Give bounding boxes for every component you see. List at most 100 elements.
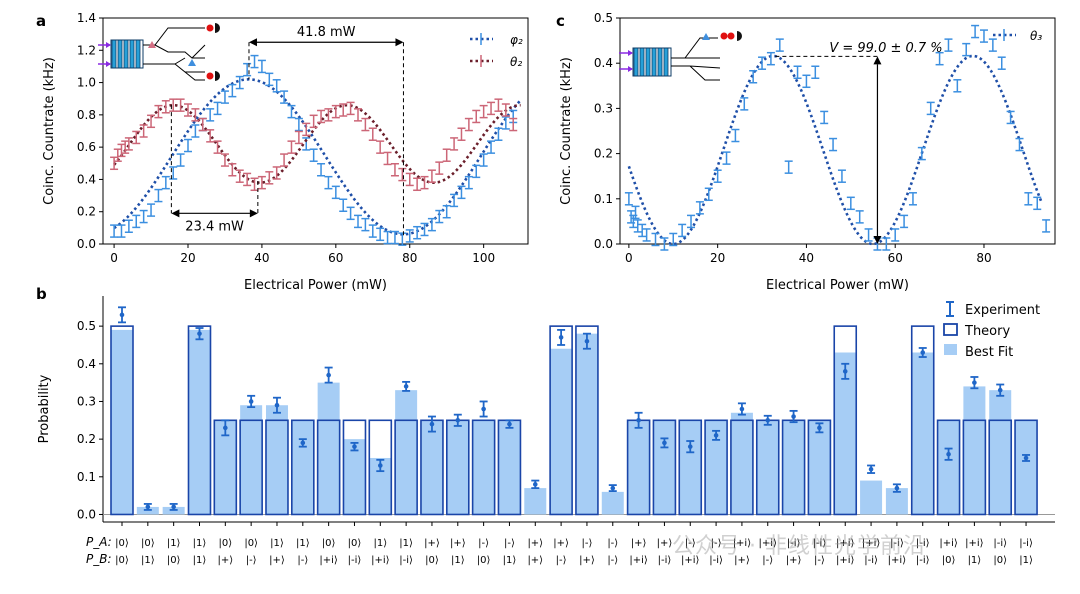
bar-group — [213, 419, 238, 516]
tick-label-pb: |+i⟩ — [888, 555, 907, 566]
data-point — [731, 128, 740, 143]
data-point — [235, 169, 244, 183]
legend-theory-swatch — [943, 323, 958, 336]
data-point — [464, 175, 473, 190]
tick-label-pa: |+i⟩ — [965, 538, 984, 549]
bar-group — [394, 380, 418, 516]
experiment-point — [946, 451, 951, 457]
chip-waveguide — [639, 47, 645, 77]
tick-label-pa: |0⟩ — [218, 538, 232, 549]
panel-c-legend: θ₃ — [993, 29, 1042, 43]
arrow-head — [249, 209, 258, 218]
bar-theory — [1014, 419, 1038, 516]
axes-frame — [102, 17, 529, 245]
tick-label-pa: |-i⟩ — [787, 538, 801, 549]
experiment-point — [223, 425, 228, 431]
data-point — [324, 108, 333, 122]
data-point — [220, 153, 229, 167]
bar-theory — [549, 325, 573, 516]
data-point — [176, 153, 185, 167]
fit-line-φ₂ — [113, 78, 522, 236]
bar-group — [187, 325, 212, 516]
data-point — [331, 104, 340, 119]
bar-best-fit — [627, 420, 650, 515]
laser-arrow — [628, 50, 633, 56]
data-point — [962, 42, 971, 57]
experiment-point — [481, 406, 486, 412]
experiment-point — [713, 433, 719, 438]
data-point — [501, 103, 510, 117]
x-axis-label: Electrical Power (mW) — [766, 278, 909, 293]
data-point — [405, 172, 414, 187]
data-point — [250, 54, 259, 69]
bar-group — [549, 325, 573, 516]
data-point — [368, 127, 377, 141]
tick-label-pa: |+⟩ — [450, 538, 466, 549]
chip-waveguide — [123, 39, 129, 69]
data-point — [139, 209, 148, 224]
legend-label: Best Fit — [965, 345, 1013, 360]
tick-label-pa: |+⟩ — [631, 538, 647, 549]
tick-label-pa: |0⟩ — [322, 538, 336, 549]
data-point — [346, 206, 355, 221]
data-point — [427, 169, 436, 183]
tick-label-pb: |-⟩ — [297, 555, 308, 566]
experiment-point — [662, 440, 667, 446]
photon — [206, 72, 214, 80]
x-tick-label: 0 — [625, 251, 633, 265]
data-point — [176, 98, 185, 112]
data-point — [864, 228, 873, 242]
experiment-point — [119, 312, 125, 318]
y-tick-label: 0.8 — [77, 108, 96, 122]
x-tick-label: 80 — [976, 251, 991, 265]
tick-label-pa: |-⟩ — [685, 538, 696, 549]
waveguide-top — [143, 27, 206, 59]
chip-waveguide — [111, 39, 117, 69]
data-point — [361, 117, 370, 132]
data-point — [722, 151, 731, 165]
bar-best-fit — [705, 420, 728, 515]
bar-theory — [342, 419, 367, 516]
data-point — [132, 214, 141, 229]
bar-group — [1014, 419, 1038, 516]
tick-label-pa: |1⟩ — [167, 538, 181, 549]
data-point — [775, 38, 784, 52]
bar-best-fit — [550, 348, 573, 515]
phase-shifter-red — [148, 41, 156, 48]
tick-label-pa: |-⟩ — [581, 538, 592, 549]
data-point — [124, 219, 133, 233]
data-point — [339, 198, 348, 213]
chip-waveguide — [663, 47, 669, 77]
tick-label-pb: |-⟩ — [556, 555, 567, 566]
bar-group — [524, 479, 547, 515]
laser-arrow — [106, 42, 111, 48]
data-point — [117, 143, 126, 158]
watermark: 公众号 · 非线性光学前沿 — [672, 534, 926, 559]
data-point — [354, 214, 362, 229]
experiment-point — [352, 444, 357, 449]
data-point — [280, 90, 289, 104]
experiment-point — [326, 372, 331, 378]
data-point — [154, 188, 163, 203]
experiment-point — [378, 463, 383, 468]
tick-label-pb: |-⟩ — [814, 555, 825, 566]
bar-group — [265, 396, 289, 516]
data-point — [829, 137, 838, 152]
detector — [215, 71, 220, 81]
y-tick-label: 0.1 — [77, 470, 96, 484]
data-point — [660, 237, 669, 251]
bar-theory — [652, 419, 677, 516]
data-point — [1033, 196, 1042, 211]
y-tick-label: 0.6 — [77, 140, 96, 154]
data-point — [413, 177, 422, 192]
tick-label-pa: |1⟩ — [193, 538, 207, 549]
data-point — [324, 175, 333, 190]
data-point — [132, 130, 141, 145]
tick-label-pb: |0⟩ — [942, 555, 956, 566]
bar-theory — [678, 419, 703, 516]
data-point — [820, 110, 829, 125]
data-point — [110, 156, 119, 171]
bar-best-fit — [653, 420, 676, 515]
waveguide-bottom — [143, 57, 205, 81]
bar-theory — [910, 325, 935, 516]
